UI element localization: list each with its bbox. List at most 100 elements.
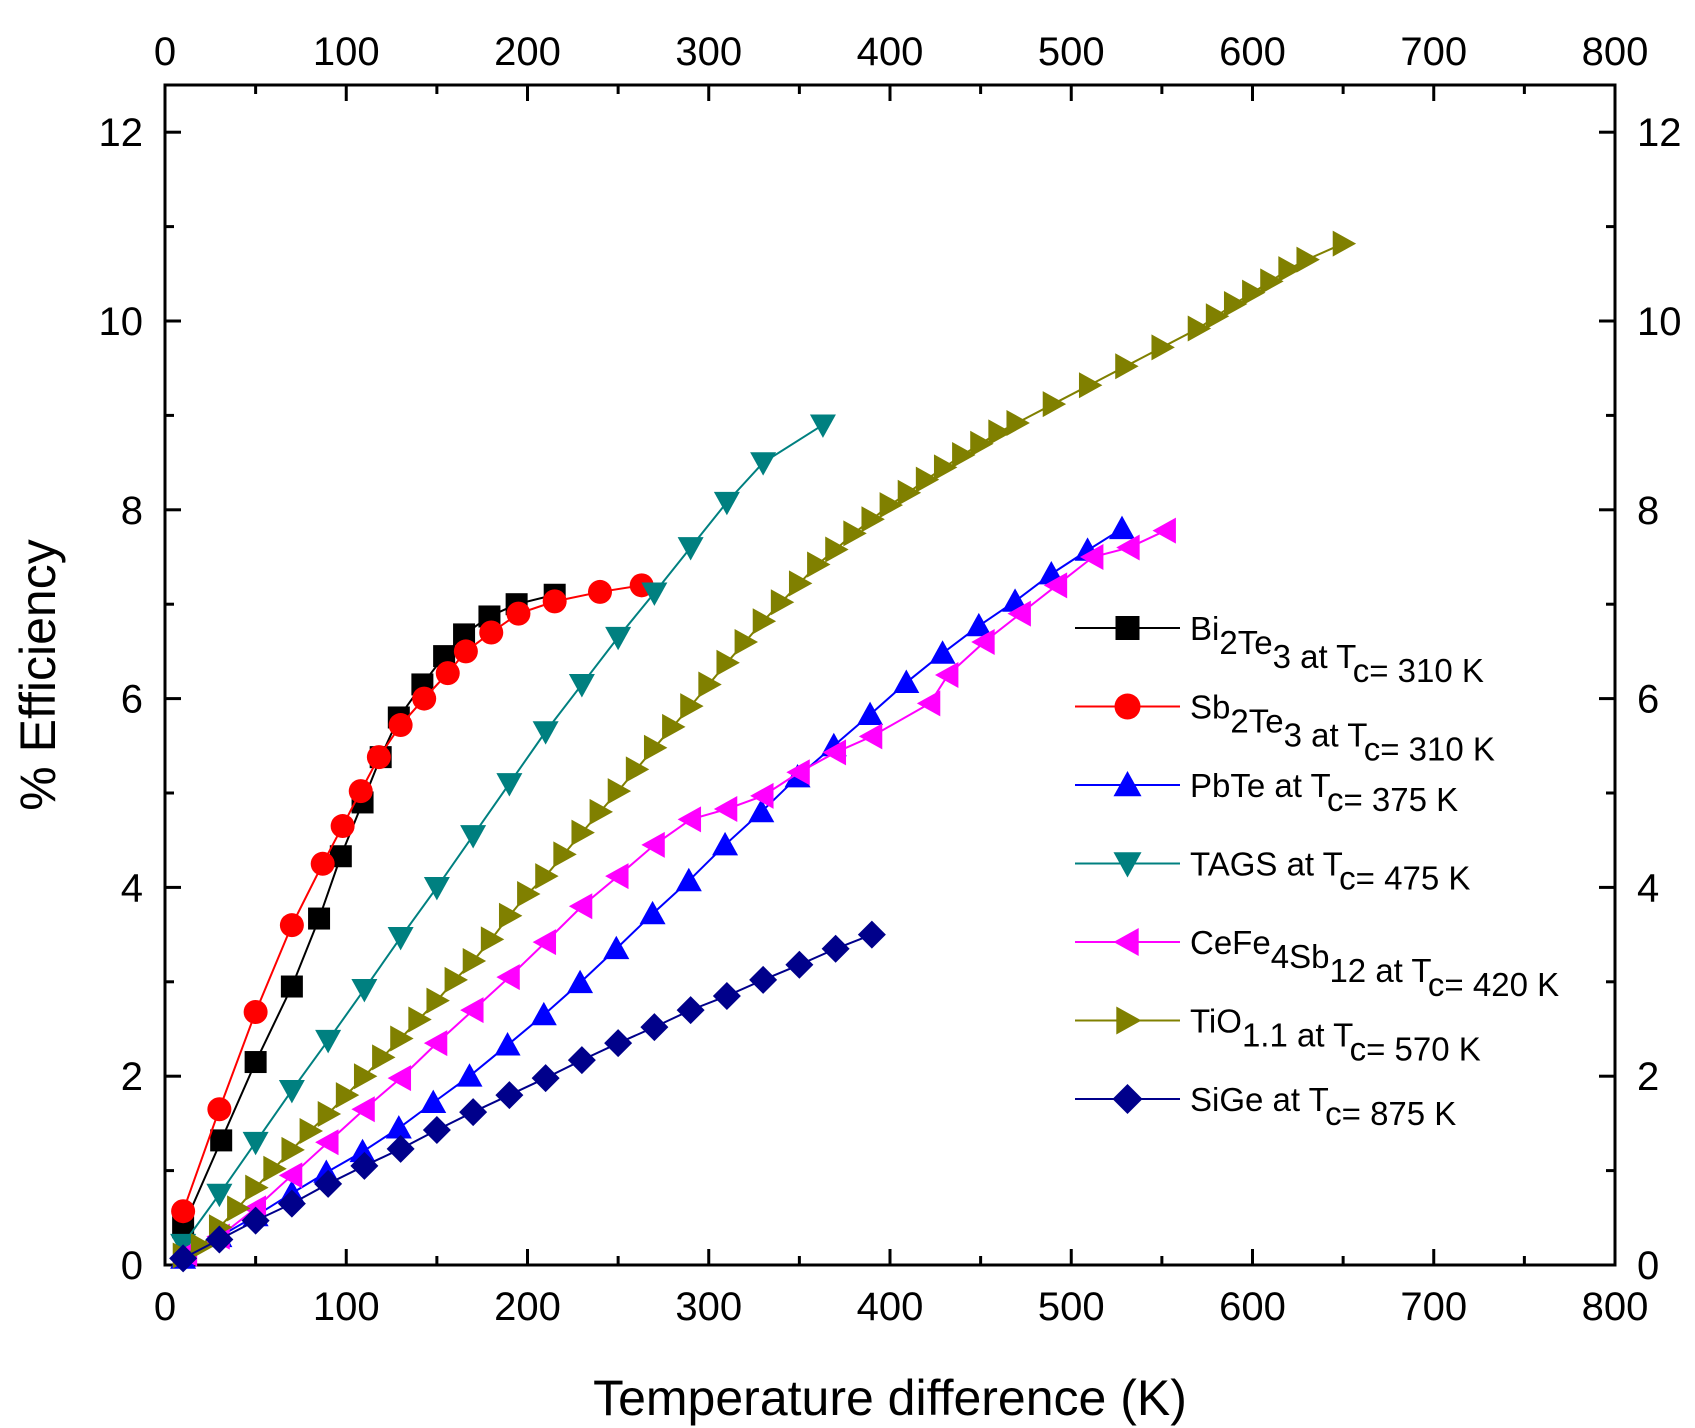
data-point [530,1001,557,1026]
x-tick-label-bottom: 100 [313,1285,380,1329]
x-tick-label-top: 800 [1582,30,1649,74]
y-axis-title: % Efficiency [10,539,66,810]
series-line [186,529,1166,1255]
series-layer [169,230,1357,1273]
y-tick-label-left: 2 [121,1055,143,1099]
data-point [716,649,740,676]
data-point [988,419,1012,446]
data-point [453,623,476,646]
y-tick-label-right: 10 [1637,300,1682,344]
legend-entry: TiO1.1 at Tc= 570 K [1075,1003,1481,1068]
data-point [641,582,668,606]
data-point [348,779,373,804]
data-point [1260,268,1284,295]
data-point [299,1117,323,1144]
data-point [1152,517,1176,544]
legend-entry: SiGe at Tc= 875 K [1075,1081,1456,1132]
data-point [752,608,777,635]
data-point [713,491,740,516]
data-point [1006,409,1030,436]
data-point [734,628,758,655]
data-point [1205,303,1230,330]
series-line [182,593,555,1228]
x-tick-label-top: 700 [1400,30,1467,74]
legend-marker [1113,852,1142,878]
axis-ticks: 0010010020020030030040040050050060060070… [99,30,1682,1329]
data-point [263,1155,287,1182]
data-point [861,506,885,533]
data-point [349,1138,376,1163]
data-point [857,701,884,726]
data-point [822,739,847,766]
data-point [351,1096,375,1123]
x-tick-label-bottom: 300 [675,1285,742,1329]
data-point [279,913,304,938]
data-point [712,981,741,1010]
data-point [1080,544,1104,570]
data-point [676,996,705,1025]
data-point [330,814,355,839]
data-point [372,1044,396,1071]
data-point [1278,256,1302,283]
legend-marker [1113,771,1142,797]
x-tick-label-top: 500 [1038,30,1105,74]
data-point [462,948,487,975]
data-point [422,1116,451,1145]
data-point [933,454,958,481]
data-point [498,902,523,929]
data-point [675,867,702,892]
data-point [843,520,867,547]
data-point [390,1025,414,1052]
data-point [542,589,567,614]
series-line [182,242,1344,1257]
legend-label: TAGS at Tc= 475 K [1190,846,1470,897]
x-tick-label-top: 300 [675,30,742,74]
data-point [385,1115,412,1139]
y-tick-label-right: 2 [1637,1055,1659,1099]
data-point [278,1162,303,1189]
data-point [496,773,523,797]
data-point [970,430,994,457]
x-tick-label-bottom: 700 [1400,1285,1467,1329]
data-point [809,414,836,438]
data-point [750,452,777,476]
data-point [386,1134,415,1163]
data-point [915,466,940,493]
data-point [952,442,976,469]
data-point [532,721,559,745]
data-point [281,1136,305,1163]
y-tick-label-right: 6 [1637,678,1659,722]
legend-marker [1114,693,1141,720]
y-tick-label-right: 4 [1637,866,1659,910]
data-point [245,1174,269,1201]
data-point [1332,230,1357,257]
data-point [420,1089,447,1114]
data-point [190,1233,215,1260]
data-point [643,734,668,761]
series-line [182,423,824,1245]
series-6 [169,920,886,1273]
data-point [171,1199,196,1224]
x-tick-label-top: 400 [857,30,924,74]
data-point [588,579,612,604]
data-point [280,975,303,998]
data-point [825,536,849,563]
legend-label: TiO1.1 at Tc= 570 K [1190,1003,1481,1068]
data-point [589,798,613,825]
legend-marker [1115,616,1140,640]
data-point [662,713,686,740]
data-point [916,690,941,717]
data-point [517,881,541,908]
data-point [532,929,557,956]
y-tick-label-right: 12 [1637,111,1682,155]
y-tick-label-right: 8 [1637,489,1659,533]
data-point [567,1046,596,1075]
data-point [480,926,505,953]
data-point [494,1032,521,1056]
data-point [1151,334,1175,361]
data-point [459,1098,488,1127]
x-tick-label-bottom: 400 [857,1285,924,1329]
series-2 [170,515,1135,1269]
data-point [315,1129,339,1156]
